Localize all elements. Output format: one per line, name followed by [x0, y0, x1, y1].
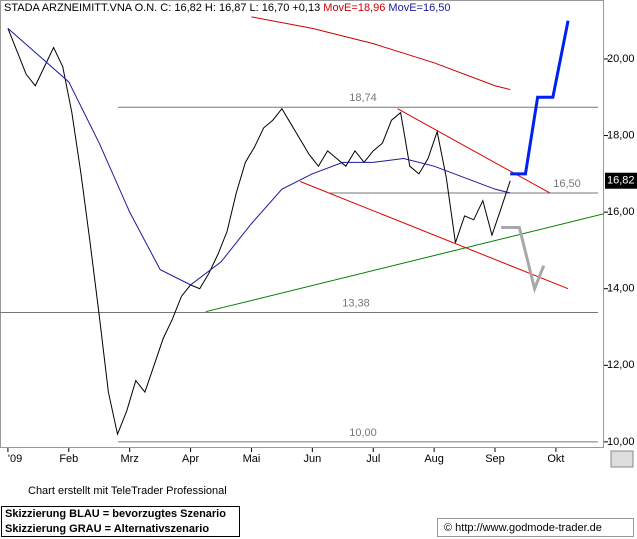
chart-header: STADA ARZNEIMITT.VNA O.N. C: 16,82 H: 16… [4, 2, 451, 14]
x-tick-label: '09 [8, 453, 22, 465]
plot-area [0, 16, 604, 443]
drawing [501, 225, 546, 294]
legend-box [1, 506, 240, 537]
site-box [437, 518, 634, 537]
y-tick-label: 18,00 [607, 129, 635, 141]
x-tick-label: Sep [485, 453, 505, 465]
y-tick-label: 20,00 [607, 53, 635, 65]
credit: Chart erstellt mit TeleTrader Profession… [28, 485, 227, 497]
legend-entry: MovE=16,50 [388, 2, 450, 14]
quote: C: 16,82 H: 16,87 L: 16,70 +0,13 [160, 2, 320, 14]
x-tick-label: Mrz [121, 453, 139, 465]
series-line [7, 27, 511, 286]
drawing [299, 181, 569, 290]
scenario-note: Skizzierung BLAU = bevorzugtes Szenario [5, 508, 226, 520]
y-tick-label: 12,00 [607, 359, 635, 371]
drawing [397, 108, 551, 194]
plot-frame [0, 0, 604, 448]
x-tick-label: Jun [303, 453, 321, 465]
drawing [510, 20, 570, 176]
series-line [251, 16, 511, 91]
drawing [205, 213, 604, 313]
series-line [7, 28, 511, 436]
y-tick-label: 10,00 [607, 436, 635, 448]
x-tick-label: Apr [182, 453, 199, 465]
last-price-label: 16,82 [607, 175, 635, 187]
x-tick-label: Aug [424, 453, 444, 465]
level-label: 16,50 [553, 178, 581, 190]
legend-entry: MovE=18,96 [323, 2, 385, 14]
level-label: 13,38 [342, 297, 370, 309]
level-label: 18,74 [349, 92, 377, 104]
last-price-box [605, 172, 637, 189]
y-tick-label: 14,00 [607, 283, 635, 295]
y-tick-label: 16,00 [607, 206, 635, 218]
instrument: STADA ARZNEIMITT.VNA O.N. [4, 2, 157, 14]
level-label: 10,00 [349, 427, 377, 439]
zoom-icon[interactable] [610, 450, 634, 468]
site: © http://www.godmode-trader.de [444, 522, 602, 534]
x-tick-label: Mai [243, 453, 261, 465]
scenario-note: Skizzierung GRAU = Alternativszenario [5, 523, 209, 535]
x-tick-label: Feb [59, 453, 78, 465]
x-tick-label: Okt [547, 453, 564, 465]
x-tick-label: Jul [366, 453, 380, 465]
